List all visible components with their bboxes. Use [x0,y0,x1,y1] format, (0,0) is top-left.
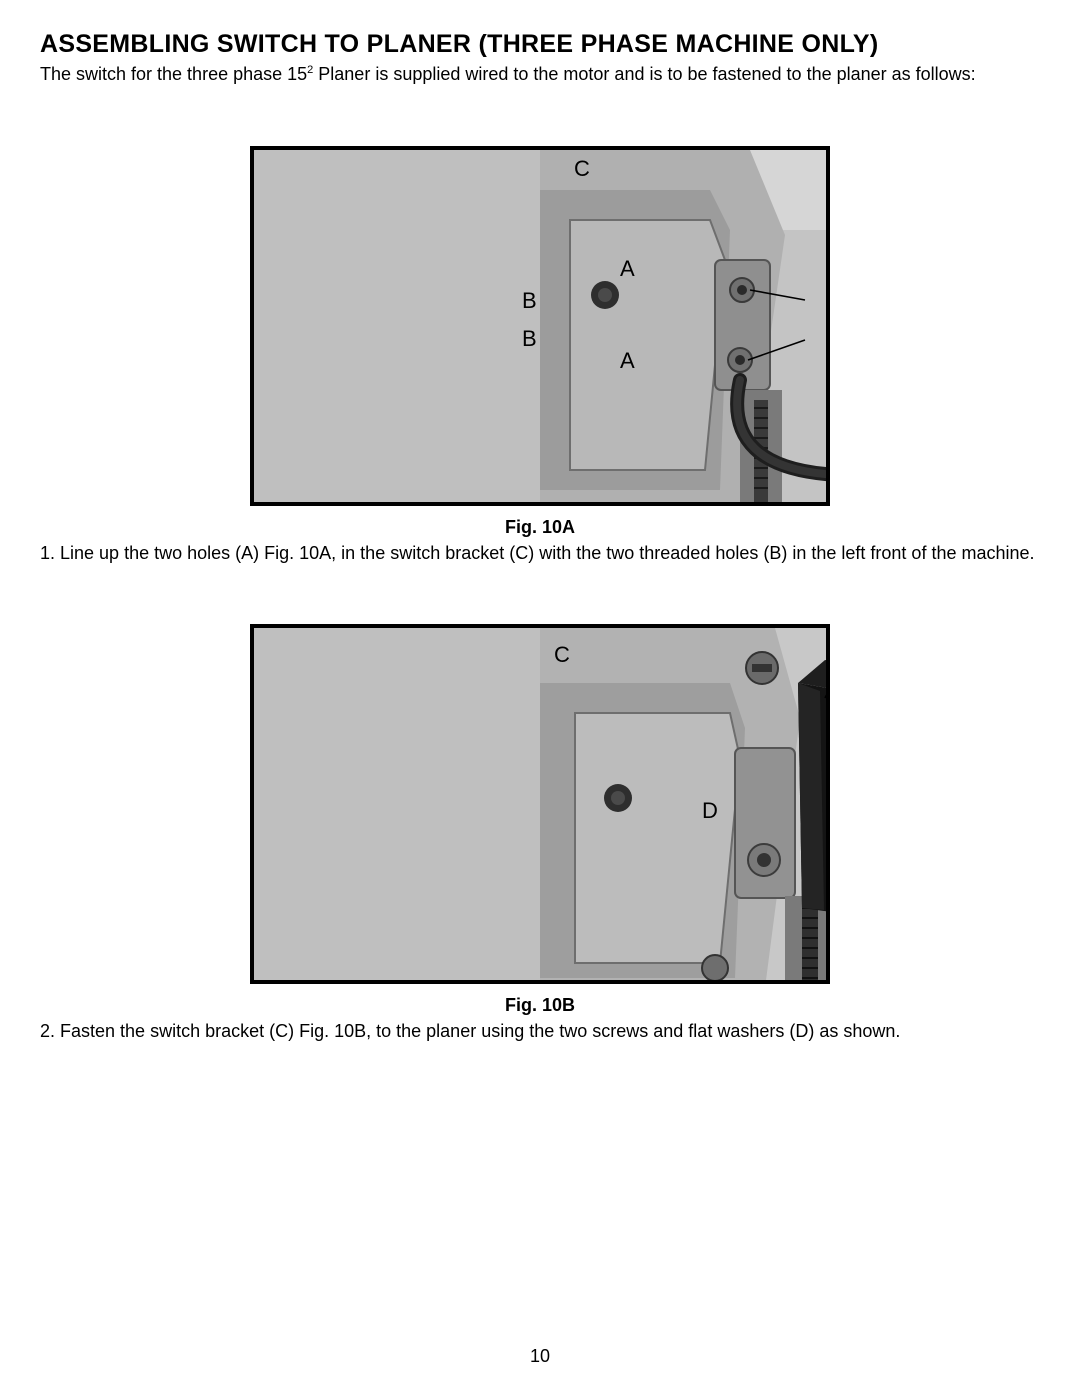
figure-10b-illustration [540,628,830,984]
figure-10a-caption: Fig. 10A [40,517,1040,538]
manual-page: ASSEMBLING SWITCH TO PLANER (THREE PHASE… [0,0,1080,1397]
intro-paragraph: The switch for the three phase 152 Plane… [40,63,1040,86]
figure-10b-caption: Fig. 10B [40,995,1040,1016]
figure-10b-frame: C D [250,624,830,984]
figure-10b-label-d: D [702,798,718,824]
figure-10a-container: C A A B B Fig. 10A [40,146,1040,538]
figure-10a-label-b-lower: B [522,326,537,352]
step-2-text: 2. Fasten the switch bracket (C) Fig. 10… [40,1020,1040,1043]
page-number: 10 [0,1346,1080,1367]
figure-10a-label-a-upper: A [620,256,635,282]
figure-10a-label-a-lower: A [620,348,635,374]
figure-10a-illustration [540,150,830,506]
section-title: ASSEMBLING SWITCH TO PLANER (THREE PHASE… [40,30,1040,59]
figure-10b-label-c: C [554,642,570,668]
intro-text-pre: The switch for the three phase 15 [40,64,307,84]
step-1-text: 1. Line up the two holes (A) Fig. 10A, i… [40,542,1040,565]
figure-10a-label-b-upper: B [522,288,537,314]
figure-10b-container: C D Fig. 10B [40,624,1040,1016]
figure-10a-label-c: C [574,156,590,182]
intro-text-post: Planer is supplied wired to the motor an… [313,64,975,84]
figure-10a-frame: C A A B B [250,146,830,506]
